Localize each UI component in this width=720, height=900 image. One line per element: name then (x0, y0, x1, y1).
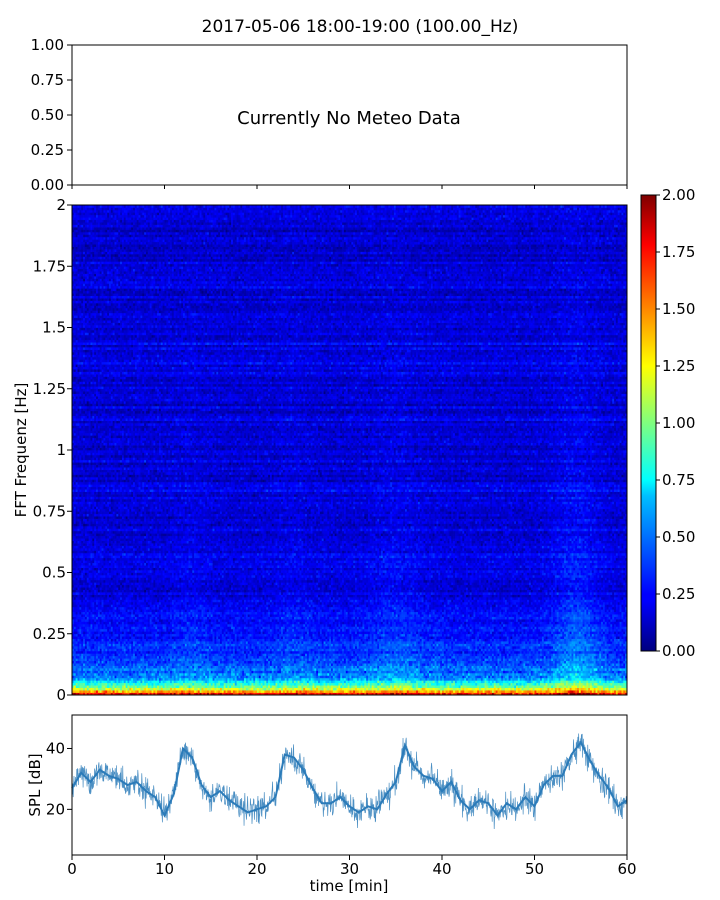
meteo-y-tick-label: 0.00 (31, 176, 64, 194)
meteo-y-tick-label: 1.00 (31, 36, 64, 54)
meteo-y-ticks: 0.00 0.25 0.50 0.75 1.00 (31, 36, 72, 194)
meteo-no-data-annotation: Currently No Meteo Data (237, 108, 461, 129)
figure-title: 2017-05-06 18:00-19:00 (100.00_Hz) (202, 17, 519, 37)
meteo-panel: Currently No Meteo Data 0.00 0.25 0.50 0.75… (31, 36, 627, 194)
meteo-y-tick-label: 0.25 (31, 141, 64, 159)
meteo-y-tick-label: 0.50 (31, 106, 64, 124)
meteo-y-tick-label: 0.75 (31, 71, 64, 89)
meteo-x-ticks (72, 185, 627, 189)
spectrogram-heatmap (72, 205, 627, 695)
